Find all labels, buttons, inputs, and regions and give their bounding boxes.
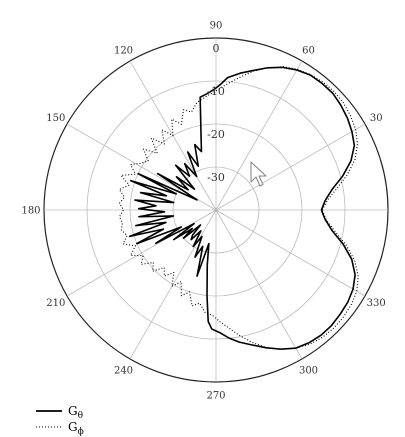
- axis-labels: 30 60 90 120 150 180 210 240 270 300 330 0 -10 -20 -30: [21, 21, 385, 402]
- mouse-cursor-icon: [250, 161, 267, 187]
- series-line-2: [118, 66, 359, 351]
- angle-tick-label: 90: [210, 21, 223, 32]
- angle-tick-label: 180: [21, 206, 40, 217]
- legend-label-series-1: Gθ: [68, 404, 83, 421]
- radial-tick-label: 0: [213, 42, 220, 55]
- grid-spoke: [215, 123, 366, 211]
- grid-spoke: [129, 209, 217, 360]
- angle-tick-label: 150: [46, 113, 65, 124]
- angle-tick-label: 300: [299, 366, 318, 377]
- radial-tick-label: -10: [207, 85, 225, 98]
- grid-spoke: [215, 209, 303, 360]
- angle-tick-label: 240: [114, 366, 133, 377]
- series-line-1: [128, 66, 356, 350]
- grid-spoke: [215, 60, 303, 211]
- grid-spoke: [215, 209, 366, 297]
- angle-tick-label: 30: [370, 113, 383, 124]
- legend-label-series-2: Gϕ: [68, 420, 84, 437]
- angle-tick-label: 270: [206, 391, 225, 402]
- legend: Gθ Gϕ: [36, 404, 84, 437]
- series-layer: [118, 66, 359, 351]
- angle-tick-label: 60: [302, 45, 315, 56]
- angle-tick-label: 330: [367, 298, 386, 309]
- angle-tick-label: 120: [114, 45, 133, 56]
- radial-tick-label: -20: [207, 128, 225, 141]
- angle-tick-label: 210: [46, 298, 65, 309]
- grid-spoke: [66, 209, 217, 297]
- radial-tick-label: -30: [207, 171, 225, 184]
